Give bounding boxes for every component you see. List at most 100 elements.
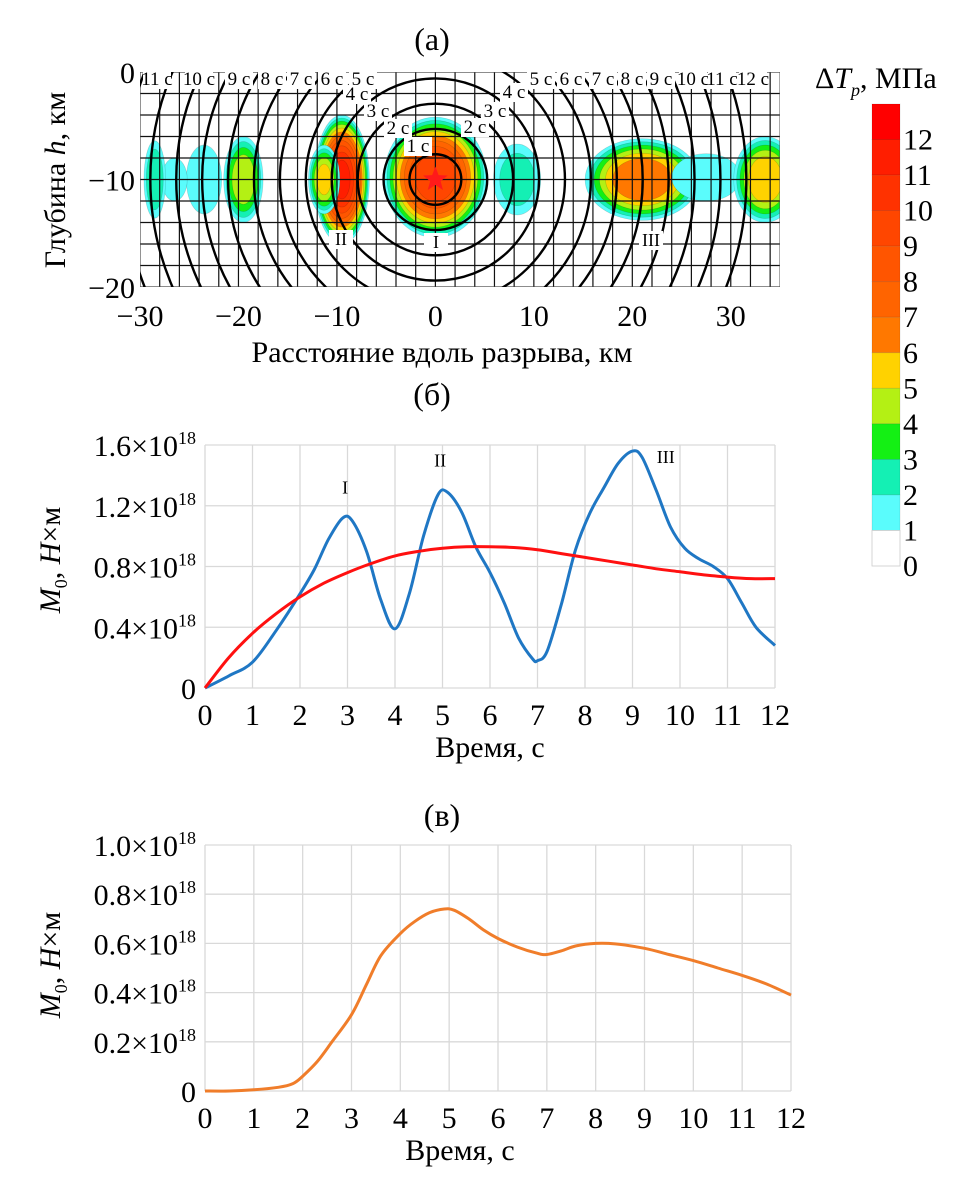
peak-annotations: III III (342, 447, 675, 497)
panel-b: (б) III III 0 1 2 3 4 5 6 7 8 9 10 11 12 00.4×10180.8… (34, 376, 790, 764)
label-bg (589, 70, 617, 89)
y-tick-label: 1.6×1018 (94, 428, 196, 463)
isochrone-12s (140, 72, 748, 287)
x-tick-label: 10 (519, 300, 549, 333)
colorbar-swatches (871, 103, 901, 567)
x-tick-label: 12 (760, 699, 790, 732)
colorbar-label: 9 (903, 230, 918, 263)
label-bg (364, 102, 392, 121)
label-bg (258, 70, 286, 89)
series-moment-rate-observed (204, 907, 792, 1093)
x-tick-label: 20 (617, 300, 647, 333)
x-tick-label: 8 (578, 699, 593, 732)
label-bg (424, 233, 448, 252)
colorbar-label: 0 (903, 550, 918, 583)
label-bg (287, 70, 315, 89)
colorbar-title: ΔTp, МПа (815, 62, 937, 100)
x-tick-label: 3 (344, 1102, 359, 1135)
x-axis-label: Время, с (405, 1134, 514, 1167)
x-tick-label: 11 (728, 1102, 757, 1135)
y-tick-labels: 0 0.2×1018 0.4×1018 0.6×1018 0.8×1018 1.0×101… (94, 828, 196, 1109)
y-axis-label: M0, H×м (34, 912, 71, 1020)
y-tick-label: 0.4×1018 (94, 976, 196, 1011)
colorbar-swatch-2 (871, 458, 901, 496)
label-bg (343, 85, 371, 104)
isochrone-1s (408, 153, 463, 206)
panel-c-label: (в) (424, 797, 460, 833)
plot-grid (204, 844, 792, 1092)
isochrone-label: 3 c (367, 101, 390, 122)
label-bg (143, 70, 171, 89)
x-tick-label: 0 (198, 699, 213, 732)
x-tick-label: 1 (245, 699, 260, 732)
y-tick-label: −10 (88, 165, 135, 198)
asperity-labels: III III (329, 229, 663, 252)
isochrone-10s (175, 72, 696, 287)
panel-c: (в) 0 1 2 3 4 5 6 7 8 9 10 11 12 00.2×10180.4×10180.… (34, 797, 806, 1167)
series-moment-rate-model (204, 449, 777, 690)
isochrone-label: 2 c (464, 117, 487, 138)
colorbar-label: 11 (903, 159, 932, 192)
label-bg (318, 70, 346, 89)
isochrone-2s (382, 127, 489, 232)
x-tick-label: 3 (340, 699, 355, 732)
x-tick-label: 0 (198, 1102, 213, 1135)
y-tick-label: −20 (88, 272, 135, 305)
colorbar-swatch-10 (871, 174, 901, 212)
label-bg (679, 70, 707, 89)
label-bg (404, 137, 432, 156)
label-bg (647, 70, 675, 89)
isochrone-label: 1 c (407, 136, 430, 157)
isochrone-8s (226, 72, 644, 287)
x-tick-label: −10 (313, 300, 360, 333)
label-bg (384, 119, 412, 138)
x-tick-label: 1 (246, 1102, 261, 1135)
x-tick-label: 9 (637, 1102, 652, 1135)
hypocenter-star-icon (423, 166, 448, 190)
x-tick-label: 12 (776, 1102, 806, 1135)
isochrone-label: 4 c (503, 82, 526, 103)
asperity-label-III: III (642, 230, 660, 250)
isochrone-3s (356, 102, 515, 257)
colorbar-swatch-8 (871, 245, 901, 283)
y-tick-label: 1.0×1018 (94, 828, 196, 863)
colorbar-swatch-1 (871, 494, 901, 531)
isochrone-label: 11 c (141, 69, 172, 90)
label-bg (185, 70, 213, 89)
panel-a-label: (а) (414, 21, 450, 57)
isochrone-label: 4 c (346, 84, 369, 105)
x-tick-labels: 0 1 2 3 4 5 6 7 8 9 10 11 12 (198, 1102, 807, 1135)
y-tick-label: 0.4×1018 (94, 610, 196, 645)
label-bg (739, 70, 767, 89)
isochrone-5s (304, 72, 567, 287)
colorbar-swatch-4 (871, 387, 901, 425)
label-bg (618, 70, 646, 89)
isochrone-label: 3 c (484, 101, 507, 122)
isochrone-label: 9 c (228, 69, 251, 90)
y-axis-label: Глубина h, км (39, 92, 72, 268)
asperity-label-II: II (335, 229, 347, 249)
colorbar-label: 8 (903, 266, 918, 299)
isochrone-label: 9 c (650, 69, 673, 90)
colorbar-swatch-3 (871, 423, 901, 460)
label-bg (349, 70, 377, 89)
isochrones (140, 72, 748, 287)
isochrone-label: 5 c (352, 69, 375, 90)
y-tick-label: 0 (120, 57, 135, 90)
x-tick-label: 0 (428, 300, 443, 333)
label-bg (329, 230, 353, 249)
x-tick-label: 2 (295, 1102, 310, 1135)
x-tick-label: 9 (625, 699, 640, 732)
annotation-I: I (342, 478, 348, 498)
label-bg (500, 83, 528, 102)
series-lines (204, 907, 792, 1093)
x-tick-label: 5 (442, 1102, 457, 1135)
colorbar-label: 4 (903, 408, 918, 441)
label-bg (461, 118, 489, 137)
series-lines (203, 449, 777, 690)
label-bg (708, 70, 736, 89)
